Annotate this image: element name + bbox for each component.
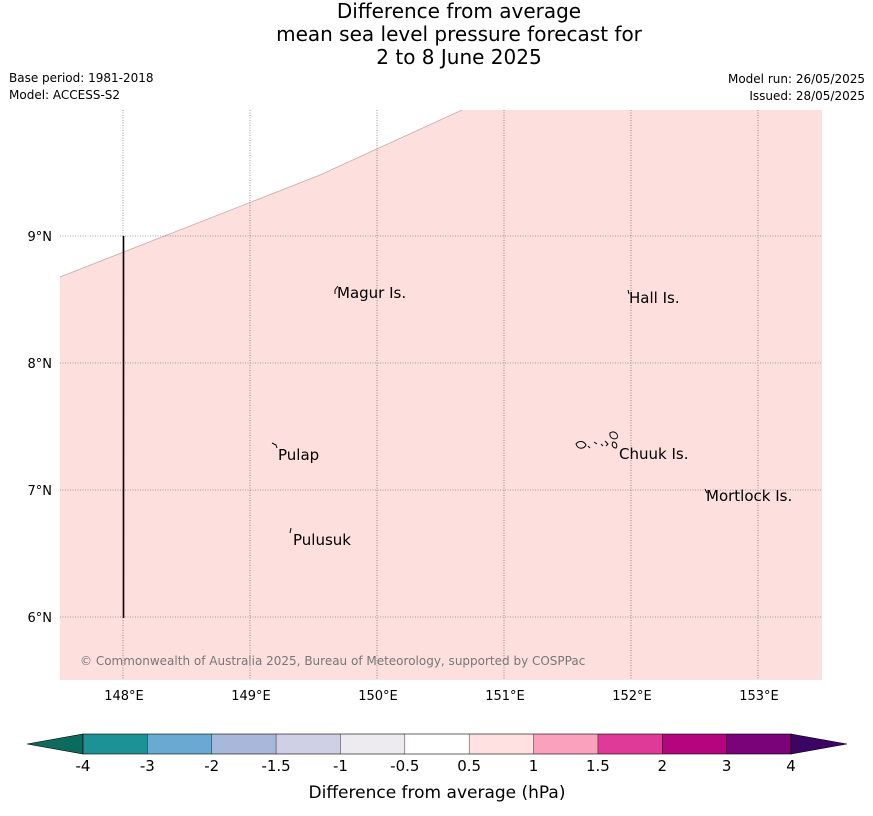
lon-tick-153: 153°E: [739, 689, 779, 704]
colorbar-segment: [469, 734, 535, 754]
island-magur: [334, 285, 339, 294]
colorbar-segments: [83, 734, 792, 754]
colorbar-segment: [211, 734, 277, 754]
lat-tick-6: 6°N: [28, 611, 53, 626]
chart-title: Difference from average mean sea level p…: [0, 0, 873, 69]
island-hall: [627, 289, 630, 295]
colorbar-segment: [340, 734, 406, 754]
colorbar-segment: [533, 734, 599, 754]
place-label-mortlock: Mortlock Is.: [706, 487, 792, 505]
latitude-ticks: 9°N 8°N 7°N 6°N: [28, 230, 53, 626]
colorbar-tick-label: -1: [333, 757, 348, 775]
colorbar-title: Difference from average (hPa): [309, 783, 566, 803]
colorbar-segment: [597, 734, 663, 754]
colorbar-tick-labels: -4 -3 -2 -1.5 -1 -0.5 0.5 1 1.5 2 3 4: [76, 757, 796, 775]
map-panel: Magur Is. Hall Is. Pulap Chuuk Is. Mortl…: [59, 109, 822, 680]
place-label-chuuk: Chuuk Is.: [619, 445, 688, 463]
place-label-hall: Hall Is.: [629, 289, 680, 307]
island-pulap: [271, 442, 278, 449]
colorbar-tick-label: 1: [529, 757, 539, 775]
colorbar-tick-label: -4: [76, 757, 91, 775]
island-group-chuuk: [575, 431, 618, 449]
lon-tick-152: 152°E: [612, 689, 652, 704]
model-name: Model: ACCESS-S2: [9, 88, 121, 102]
lon-tick-151: 151°E: [485, 689, 525, 704]
place-label-magur: Magur Is.: [337, 284, 406, 302]
colorbar-outline: [82, 733, 792, 755]
model-run: Model run: 26/05/2025: [727, 72, 865, 86]
title-line-1: Difference from average: [336, 0, 582, 23]
islands: [271, 285, 708, 534]
lon-tick-148: 148°E: [104, 689, 144, 704]
lat-tick-7: 7°N: [28, 484, 53, 499]
lon-tick-149: 149°E: [231, 689, 271, 704]
colorbar-segment: [662, 734, 728, 754]
longitude-ticks: 148°E 149°E 150°E 151°E 152°E 153°E: [104, 689, 779, 704]
lat-tick-9: 9°N: [28, 230, 53, 245]
place-label-pulusuk: Pulusuk: [293, 531, 351, 549]
issued-date: Issued: 28/05/2025: [749, 89, 865, 103]
colorbar: -4 -3 -2 -1.5 -1 -0.5 0.5 1 1.5 2 3 4 Difference fr…: [26, 733, 848, 803]
colorbar-over-arrow: [790, 733, 848, 755]
colorbar-tick-label: 0.5: [457, 757, 481, 775]
colorbar-under-arrow: [26, 733, 84, 755]
place-label-pulap: Pulap: [278, 446, 319, 464]
colorbar-segment: [276, 734, 341, 754]
island-mortlock: [704, 488, 708, 494]
island-pulusuk: [289, 527, 292, 534]
colorbar-segment: [726, 734, 792, 754]
lon-tick-150: 150°E: [358, 689, 398, 704]
colorbar-tick-label: -3: [140, 757, 155, 775]
anomaly-contour-line: [59, 109, 463, 278]
colorbar-tick-label: 2: [657, 757, 667, 775]
title-line-3: 2 to 8 June 2025: [376, 45, 542, 69]
meta-left: Base period: 1981-2018 Model: ACCESS-S2: [9, 70, 154, 104]
colorbar-tick-label: -2: [204, 757, 219, 775]
colorbar-segment: [404, 734, 470, 754]
colorbar-tick-label: 1.5: [586, 757, 610, 775]
base-period: Base period: 1981-2018: [9, 71, 154, 85]
pressure-anomaly-fill: [60, 110, 822, 680]
copyright-notice: © Commonwealth of Australia 2025, Bureau…: [80, 654, 585, 668]
colorbar-tick-label: 3: [722, 757, 732, 775]
meta-right: Model run: 26/05/2025 Issued: 28/05/2025: [728, 71, 865, 105]
colorbar-tick-label: 4: [786, 757, 796, 775]
colorbar-segment: [83, 734, 148, 754]
colorbar-tick-label: -1.5: [261, 757, 290, 775]
colorbar-segment: [147, 734, 213, 754]
title-line-2: mean sea level pressure forecast for: [276, 22, 642, 46]
colorbar-tick-label: -0.5: [390, 757, 419, 775]
lat-tick-8: 8°N: [28, 357, 53, 372]
